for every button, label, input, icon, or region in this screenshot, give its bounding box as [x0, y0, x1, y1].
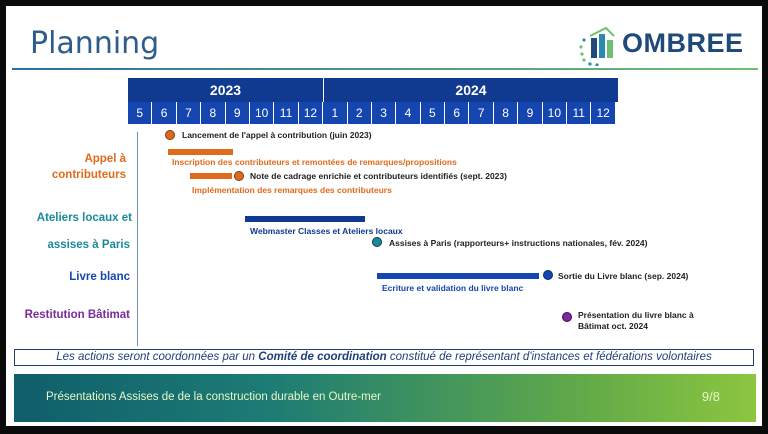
milestone-presentation-1: Présentation du livre blanc à — [578, 310, 694, 320]
milestone-dot — [234, 171, 244, 181]
task-inscription: Inscription des contributeurs et remonté… — [172, 157, 457, 167]
month-cell: 6 — [152, 102, 177, 124]
month-cell: 9 — [518, 102, 543, 124]
milestone-lancement: Lancement de l'appel à contribution (jui… — [182, 130, 372, 140]
year-2024: 2024 — [324, 78, 618, 102]
month-cell: 4 — [396, 102, 421, 124]
month-cell: 2 — [347, 102, 372, 124]
row-label-ateliers-1: Ateliers locaux et — [36, 212, 132, 224]
task-bar — [377, 273, 539, 279]
logo-text: OMBREE — [622, 28, 744, 58]
milestone-dot — [562, 312, 572, 322]
banner-text-bold: Comité de coordination — [258, 351, 387, 363]
month-row: 5 6 7 8 9 10 11 12 1 2 3 4 5 6 7 8 9 10 … — [128, 102, 616, 124]
milestone-dot — [165, 130, 175, 140]
page-number: 9/8 — [701, 389, 720, 404]
month-cell: 10 — [542, 102, 568, 124]
milestone-presentation-2: Bâtimat oct. 2024 — [578, 321, 648, 331]
month-cell: 8 — [201, 102, 226, 124]
task-bar — [168, 149, 233, 155]
logo-icon — [579, 26, 615, 67]
banner-text-2: constitué de représentant d'instances et… — [386, 351, 712, 363]
page-title: Planning — [30, 26, 160, 61]
slide: Planning OMBREE 2023 2024 5 6 7 8 9 10 1… — [6, 6, 762, 426]
month-cell: 11 — [274, 102, 299, 124]
row-label-livre: Livre blanc — [69, 271, 130, 283]
month-cell: 5 — [128, 102, 153, 124]
milestone-assises: Assises à Paris (rapporteurs+ instructio… — [389, 238, 648, 248]
row-label-appel: Appel à contributeurs — [51, 153, 126, 181]
footer-text: Présentations Assises de de la construct… — [46, 391, 381, 403]
coordination-banner: Les actions seront coordonnées par un Co… — [14, 349, 754, 366]
timeline-axis — [137, 132, 138, 346]
month-cell: 5 — [420, 102, 446, 124]
month-cell: 6 — [445, 102, 470, 124]
row-label-restitution: Restitution Bâtimat — [24, 309, 130, 321]
task-bar — [190, 173, 232, 179]
month-cell: 12 — [298, 102, 324, 124]
month-cell: 8 — [493, 102, 519, 124]
milestone-cadrage: Note de cadrage enrichie et contributeur… — [250, 171, 507, 181]
month-cell: 11 — [567, 102, 592, 124]
task-implementation: Implémentation des remarques des contrib… — [192, 185, 392, 195]
banner-text-1: Les actions seront coordonnées par un — [56, 351, 259, 363]
month-cell: 3 — [371, 102, 397, 124]
milestone-dot — [543, 270, 553, 280]
month-cell: 9 — [225, 102, 250, 124]
month-cell: 7 — [469, 102, 494, 124]
title-divider — [12, 68, 758, 70]
month-cell: 7 — [176, 102, 202, 124]
milestone-sortie: Sortie du Livre blanc (sep. 2024) — [558, 271, 689, 281]
year-2023: 2023 — [128, 78, 323, 102]
footer-band: Présentations Assises de de la construct… — [14, 374, 756, 422]
month-cell: 12 — [591, 102, 616, 124]
ombree-logo: OMBREE — [578, 26, 754, 67]
milestone-dot — [372, 237, 382, 247]
task-webmaster: Webmaster Classes et Ateliers locaux — [250, 226, 403, 236]
month-cell: 10 — [249, 102, 275, 124]
task-bar — [245, 216, 365, 222]
row-label-ateliers-2: assises à Paris — [47, 239, 131, 251]
month-cell: 1 — [323, 102, 348, 124]
task-ecriture: Ecriture et validation du livre blanc — [382, 283, 524, 293]
